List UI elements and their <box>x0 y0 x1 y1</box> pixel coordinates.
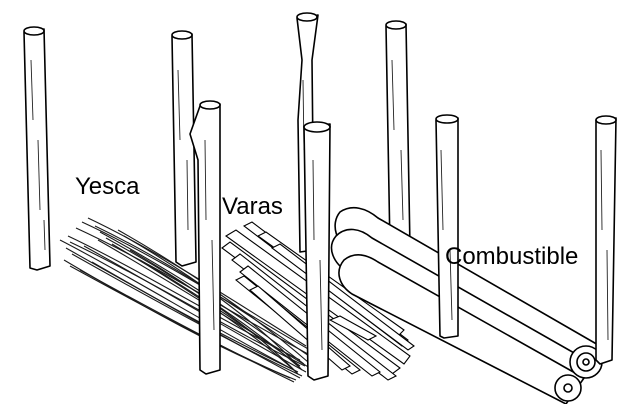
label-kindling: Varas <box>222 193 283 220</box>
stake-front-right-1 <box>435 114 459 339</box>
stake-front-right-2 <box>595 115 617 365</box>
fuel-logs <box>330 206 603 404</box>
stake-front-left <box>189 100 221 375</box>
stake-far-left <box>23 26 51 271</box>
label-tinder: Yesca <box>75 173 140 200</box>
stake-back-2 <box>171 30 197 267</box>
label-fuel: Combustible <box>445 243 578 270</box>
stake-front-center <box>303 121 331 381</box>
stake-back-4 <box>385 20 411 253</box>
